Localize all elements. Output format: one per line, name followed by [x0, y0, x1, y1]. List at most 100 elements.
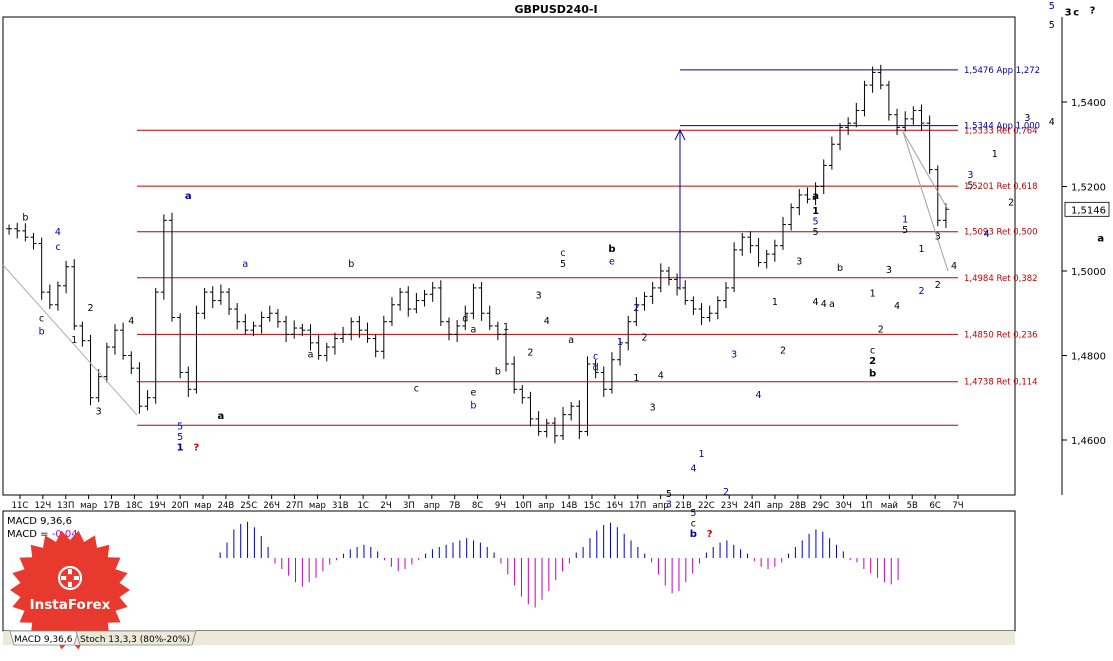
ohlc-bar	[63, 260, 70, 294]
ohlc-bar	[592, 359, 599, 379]
x-tick-label: 15С	[584, 501, 601, 511]
x-tick-label: 2Ч	[380, 501, 391, 511]
wave-label: 2	[869, 356, 876, 367]
ohlc-bar	[429, 281, 436, 302]
x-tick-label: апр	[424, 501, 440, 511]
x-tick-label: 19Ч	[149, 501, 166, 511]
logo-icon	[57, 565, 83, 591]
x-tick-label: май	[881, 501, 898, 511]
wave-label: e	[470, 388, 476, 399]
wave-label: b	[690, 529, 697, 540]
ohlc-bar	[779, 216, 786, 250]
wave-label: 2	[723, 487, 729, 498]
wave-label: a	[185, 191, 192, 202]
ohlc-bar	[462, 305, 469, 331]
fib-label: 1,5333 Ret 0,764	[964, 126, 1038, 136]
wave-label: 2	[1008, 198, 1014, 209]
wave-label: 4	[984, 229, 990, 240]
wave-label: 2	[633, 303, 639, 314]
ohlc-bar	[445, 317, 452, 341]
fib-label: 1,5344 App 1,000	[964, 122, 1040, 132]
x-tick-label: 10П	[515, 501, 532, 511]
wave-label: 2	[935, 280, 941, 291]
x-tick-label: мар	[309, 501, 326, 511]
ohlc-bar	[46, 284, 53, 310]
price-bars	[6, 64, 949, 444]
ohlc-bar	[641, 292, 648, 311]
wave-label: 2	[780, 345, 786, 356]
ohlc-bar	[242, 314, 249, 335]
ohlc-bar	[405, 286, 412, 317]
ohlc-bar	[804, 187, 811, 204]
price-axis: 1,5400 1,5200 1,5000 1,4800 1,4600	[1062, 98, 1106, 447]
ohlc-bar	[274, 309, 281, 328]
x-tick-label: 28В	[790, 501, 807, 511]
trend-line	[2, 264, 138, 416]
ohlc-bar	[193, 305, 200, 394]
y-tick-label: 1,5200	[1071, 183, 1106, 194]
ohlc-bar	[54, 281, 61, 311]
wave-label: a	[812, 191, 819, 202]
ohlc-bar	[315, 335, 322, 360]
wave-label: c	[691, 519, 696, 530]
ohlc-bar	[217, 284, 224, 305]
ohlc-bar	[747, 231, 754, 254]
macd-title: MACD 9,36,6	[7, 516, 72, 527]
wave-label: b	[39, 326, 45, 337]
ohlc-bar	[421, 290, 428, 307]
ohlc-bar	[22, 223, 29, 242]
wave-label: 3	[536, 290, 542, 301]
ohlc-bar	[837, 123, 844, 151]
ohlc-bar	[299, 323, 306, 337]
current-price-label: 1,5146	[1071, 205, 1106, 216]
ohlc-bar	[71, 259, 78, 331]
ohlc-bar	[560, 407, 567, 440]
macd-histogram	[219, 521, 899, 608]
ohlc-bar	[388, 297, 395, 326]
ohlc-bar	[177, 313, 184, 379]
tab-strip	[3, 631, 1015, 645]
tab-stoch[interactable]: Stoch 13,3,3 (80%-20%)	[75, 630, 197, 646]
x-tick-label: 20П	[172, 501, 189, 511]
wave-label: ?	[707, 529, 713, 540]
ohlc-bar	[910, 106, 917, 125]
measure-arrow	[674, 128, 686, 290]
ohlc-bar	[478, 281, 485, 321]
x-tick-label: 18С	[126, 501, 143, 511]
tab-macd[interactable]: MACD 9,36,6	[9, 630, 79, 646]
wave-label: c	[870, 345, 875, 356]
ohlc-bar	[918, 104, 925, 131]
ohlc-bar	[307, 324, 314, 351]
wave-label: 3	[731, 350, 737, 361]
wave-label: 5	[690, 508, 696, 519]
projection-line	[902, 131, 949, 272]
y-tick-label: 1,4800	[1071, 352, 1106, 363]
ohlc-bar	[861, 80, 868, 117]
ohlc-bar	[503, 328, 510, 372]
wave-label: 5	[177, 432, 183, 443]
wave-label: 4	[128, 316, 134, 327]
wave-label: 5	[902, 225, 908, 236]
ohlc-bar	[828, 136, 835, 170]
wave-label: 3	[796, 257, 802, 268]
ohlc-bar	[576, 400, 583, 440]
ohlc-bar	[250, 321, 257, 337]
ohlc-bar	[543, 418, 550, 438]
ohlc-bar	[340, 326, 347, 343]
x-tick-label: мар	[195, 501, 212, 511]
wave-label: 3	[1065, 7, 1072, 18]
ohlc-bar	[331, 332, 338, 355]
ohlc-bar	[470, 283, 477, 320]
wave-label: 4	[658, 371, 664, 382]
wave-label: 1	[71, 335, 77, 346]
x-tick-label: мар	[80, 501, 97, 511]
ohlc-bar	[201, 287, 208, 320]
ohlc-bar	[649, 281, 656, 304]
ohlc-bar	[152, 287, 159, 404]
x-tick-label: 24В	[218, 501, 235, 511]
ohlc-bar	[527, 391, 534, 427]
x-tick-label: 17П	[629, 501, 646, 511]
wave-label: 3	[650, 402, 656, 413]
wave-label: 4	[894, 301, 900, 312]
